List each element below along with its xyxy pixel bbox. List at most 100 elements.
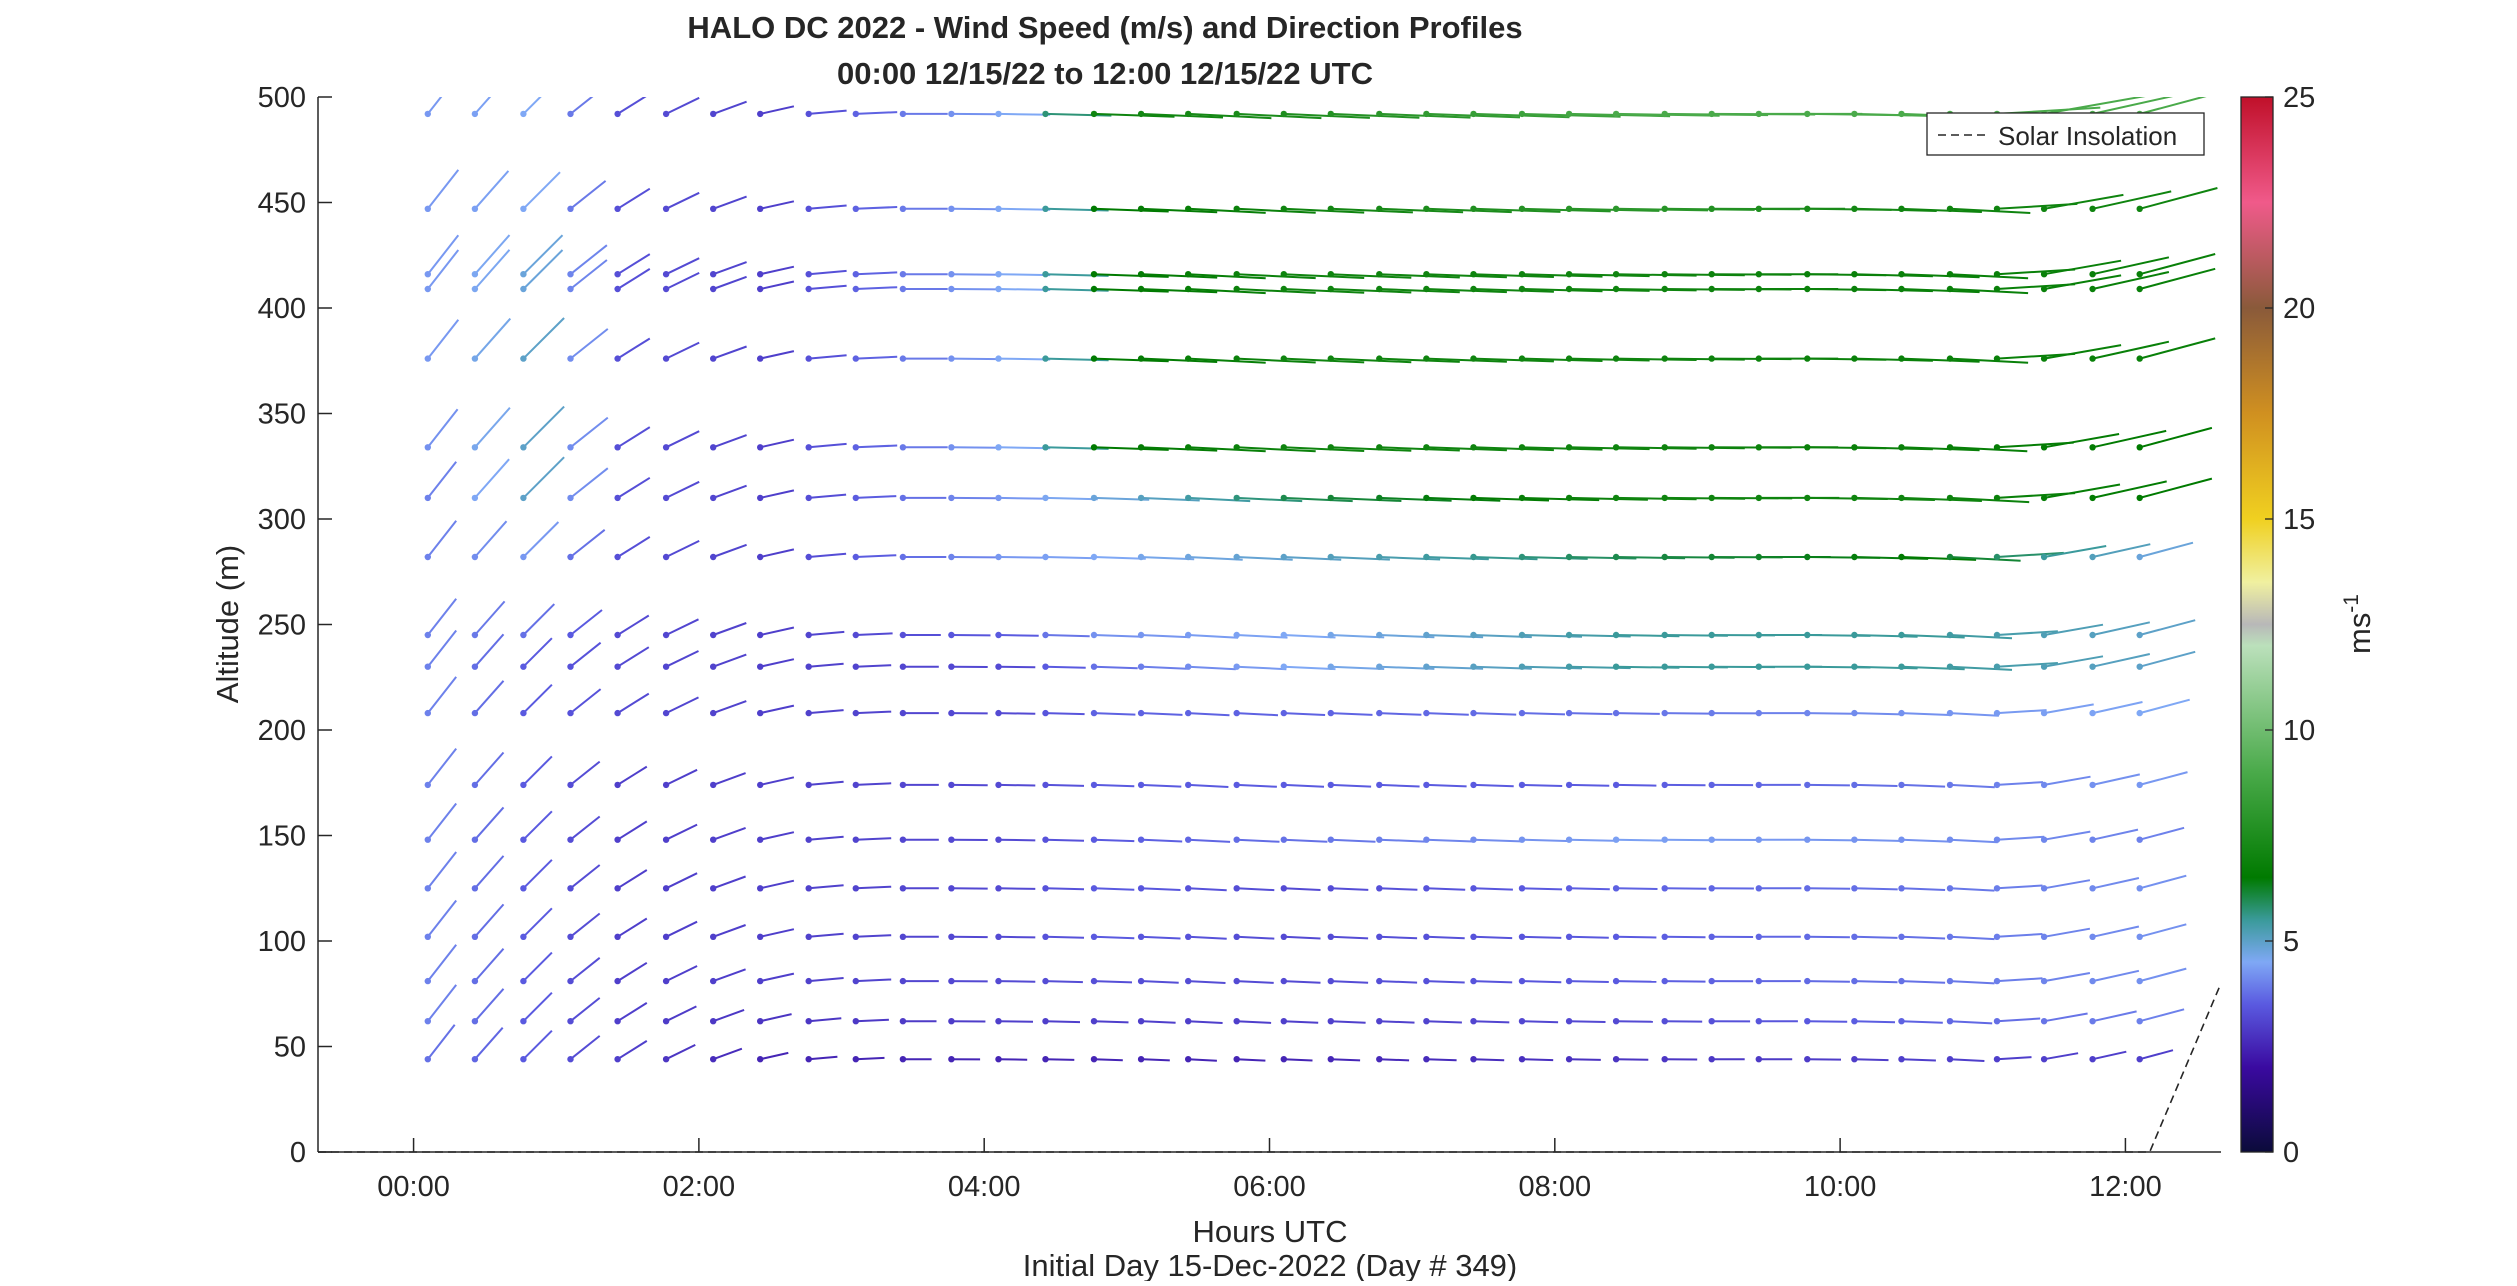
wind-barb-origin — [1185, 355, 1191, 361]
wind-barb-origin — [948, 782, 954, 788]
wind-barb-origin — [806, 978, 812, 984]
wind-barb-origin — [1709, 934, 1715, 940]
wind-barb-origin — [1756, 271, 1762, 277]
wind-barb-origin — [2137, 444, 2143, 450]
wind-barb — [1094, 1021, 1129, 1022]
wind-barb-origin — [948, 111, 954, 117]
wind-barb-origin — [1947, 782, 1953, 788]
wind-barb-origin — [1947, 934, 1953, 940]
wind-barb-origin — [520, 934, 526, 940]
wind-barb-origin — [1756, 1018, 1762, 1024]
wind-barb-origin — [1756, 206, 1762, 212]
wind-barb-origin — [1709, 286, 1715, 292]
wind-barb-origin — [1376, 1018, 1382, 1024]
wind-barb-origin — [900, 934, 906, 940]
wind-barb — [1616, 1021, 1653, 1022]
wind-barb-origin — [1281, 554, 1287, 560]
wind-barb-origin — [1185, 495, 1191, 501]
wind-barb-origin — [1947, 444, 1953, 450]
wind-barb-origin — [710, 554, 716, 560]
wind-barb-origin — [520, 978, 526, 984]
wind-barb — [1665, 713, 1709, 714]
wind-barb-origin — [710, 664, 716, 670]
wind-barb-origin — [2137, 495, 2143, 501]
y-tick-label: 300 — [258, 504, 306, 536]
wind-barb-origin — [1328, 710, 1334, 716]
wind-barb-origin — [1185, 934, 1191, 940]
wind-barb-origin — [806, 444, 812, 450]
wind-barb-origin — [2089, 444, 2095, 450]
wind-barb — [1616, 1059, 1648, 1060]
wind-barb — [1569, 713, 1612, 714]
wind-barb-origin — [1138, 286, 1144, 292]
wind-barb — [999, 557, 1048, 558]
wind-barb-origin — [2089, 885, 2095, 891]
wind-barb — [1426, 888, 1465, 889]
wind-barb-origin — [1423, 934, 1429, 940]
wind-barb-origin — [710, 782, 716, 788]
wind-barb-origin — [1756, 837, 1762, 843]
wind-barb-origin — [1091, 978, 1097, 984]
wind-barb-origin — [1519, 111, 1525, 117]
wind-barb-origin — [663, 664, 669, 670]
y-tick-label: 100 — [258, 926, 306, 958]
wind-barb-origin — [614, 444, 620, 450]
wind-barb-origin — [995, 664, 1001, 670]
wind-barb-origin — [710, 495, 716, 501]
wind-barb-origin — [663, 286, 669, 292]
wind-barb-origin — [1662, 934, 1668, 940]
wind-barb — [1522, 981, 1561, 982]
wind-barb-origin — [1519, 355, 1525, 361]
wind-barb-origin — [2137, 286, 2143, 292]
x-tick-label: 08:00 — [1519, 1171, 1592, 1203]
colorbar-tick-label: 5 — [2283, 926, 2299, 958]
wind-barb — [999, 840, 1036, 841]
wind-barb-origin — [757, 1056, 763, 1062]
wind-barb-origin — [1138, 837, 1144, 843]
wind-barb-origin — [1423, 885, 1429, 891]
wind-barb-origin — [1709, 782, 1715, 788]
wind-barb — [1616, 713, 1660, 714]
wind-barb-origin — [1519, 554, 1525, 560]
wind-barb-origin — [1470, 271, 1476, 277]
wind-barb-origin — [425, 664, 431, 670]
wind-barb-origin — [1898, 271, 1904, 277]
wind-barb-origin — [472, 1018, 478, 1024]
wind-barb — [1569, 840, 1619, 841]
wind-barb-origin — [2089, 934, 2095, 940]
colorbar-unit-exponent: -1 — [2340, 594, 2363, 613]
wind-barb-origin — [1756, 978, 1762, 984]
wind-barb-origin — [1328, 495, 1334, 501]
wind-barb-origin — [1519, 782, 1525, 788]
wind-barb-origin — [757, 271, 763, 277]
wind-barb-origin — [1470, 495, 1476, 501]
wind-barb-origin — [1138, 934, 1144, 940]
wind-barb-origin — [900, 885, 906, 891]
wind-barb-origin — [1328, 355, 1334, 361]
wind-barb-origin — [853, 632, 859, 638]
wind-barb-origin — [1898, 782, 1904, 788]
wind-barb-origin — [900, 1056, 906, 1062]
wind-barb-origin — [1519, 664, 1525, 670]
wind-barb-origin — [995, 934, 1001, 940]
wind-barb — [1522, 1059, 1553, 1060]
wind-barb-origin — [1328, 1056, 1334, 1062]
wind-barb — [1522, 713, 1565, 714]
wind-barb-origin — [1947, 355, 1953, 361]
wind-barb-origin — [853, 1056, 859, 1062]
wind-barb — [1046, 713, 1085, 714]
wind-barb-origin — [663, 710, 669, 716]
x-tick-label: 06:00 — [1233, 1171, 1306, 1203]
wind-barb-origin — [1138, 495, 1144, 501]
y-tick-label: 400 — [258, 293, 306, 325]
wind-barb-origin — [1804, 934, 1810, 940]
wind-barb — [1522, 785, 1562, 786]
wind-barb-origin — [1470, 1056, 1476, 1062]
wind-barb-origin — [425, 934, 431, 940]
wind-barb — [1046, 937, 1085, 938]
wind-barb-origin — [663, 444, 669, 450]
wind-barb-origin — [995, 286, 1001, 292]
wind-barb-origin — [1709, 978, 1715, 984]
wind-barb-origin — [1138, 632, 1144, 638]
wind-barb-origin — [995, 1018, 1001, 1024]
